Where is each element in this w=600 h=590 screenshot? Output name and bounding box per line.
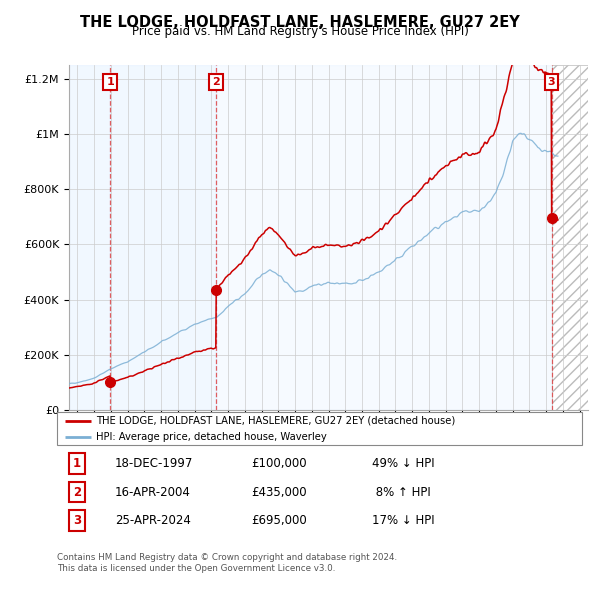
- Bar: [110, 65, 216, 410]
- Text: £695,000: £695,000: [251, 514, 307, 527]
- Text: 16-APR-2004: 16-APR-2004: [115, 486, 191, 499]
- Text: 1: 1: [73, 457, 81, 470]
- Bar: [551, 65, 588, 410]
- FancyBboxPatch shape: [57, 412, 582, 445]
- Bar: [216, 65, 551, 410]
- Bar: [69, 65, 110, 410]
- Text: £435,000: £435,000: [251, 486, 307, 499]
- Text: THE LODGE, HOLDFAST LANE, HASLEMERE, GU27 2EY (detached house): THE LODGE, HOLDFAST LANE, HASLEMERE, GU2…: [97, 416, 455, 426]
- Text: 2: 2: [73, 486, 81, 499]
- Text: 8% ↑ HPI: 8% ↑ HPI: [372, 486, 431, 499]
- Text: 18-DEC-1997: 18-DEC-1997: [115, 457, 193, 470]
- Text: This data is licensed under the Open Government Licence v3.0.: This data is licensed under the Open Gov…: [57, 564, 335, 573]
- Text: 3: 3: [73, 514, 81, 527]
- Text: 3: 3: [548, 77, 556, 87]
- Text: Contains HM Land Registry data © Crown copyright and database right 2024.: Contains HM Land Registry data © Crown c…: [57, 553, 397, 562]
- Text: 17% ↓ HPI: 17% ↓ HPI: [372, 514, 434, 527]
- Text: £100,000: £100,000: [251, 457, 307, 470]
- Text: HPI: Average price, detached house, Waverley: HPI: Average price, detached house, Wave…: [97, 432, 327, 442]
- Text: 2: 2: [212, 77, 220, 87]
- Text: 49% ↓ HPI: 49% ↓ HPI: [372, 457, 434, 470]
- Text: THE LODGE, HOLDFAST LANE, HASLEMERE, GU27 2EY: THE LODGE, HOLDFAST LANE, HASLEMERE, GU2…: [80, 15, 520, 30]
- Text: 25-APR-2024: 25-APR-2024: [115, 514, 191, 527]
- Text: Price paid vs. HM Land Registry's House Price Index (HPI): Price paid vs. HM Land Registry's House …: [131, 25, 469, 38]
- Text: 1: 1: [106, 77, 114, 87]
